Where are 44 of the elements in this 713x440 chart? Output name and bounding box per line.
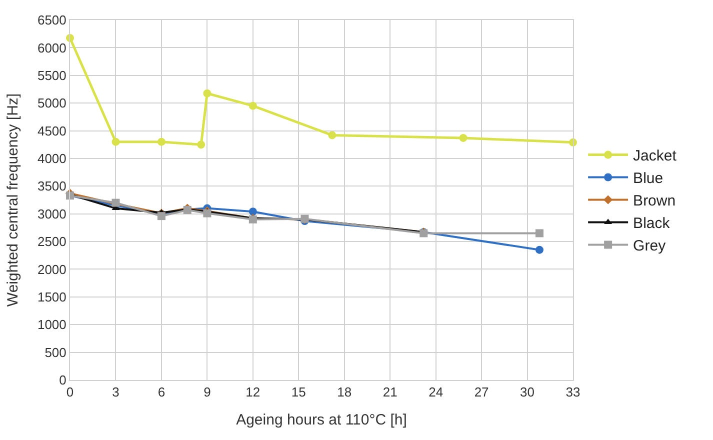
x-tick-label: 21 (382, 384, 398, 400)
y-tick-label: 2500 (37, 234, 66, 250)
point (112, 138, 120, 146)
point (197, 140, 206, 149)
x-axis-title: Ageing hours at 110°C [h] (236, 412, 407, 429)
x-tick-label: 30 (520, 384, 535, 400)
x-tick-label: 24 (428, 384, 444, 400)
point (157, 138, 166, 146)
y-tick-label: 2000 (37, 262, 66, 277)
x-tick-label: 9 (204, 384, 211, 400)
x-tick-label: 18 (337, 384, 352, 400)
x-tick-label: 6 (158, 384, 166, 400)
y-tick-label: 3000 (37, 206, 66, 222)
x-tick-label: 12 (246, 384, 260, 400)
y-tick-label: 1500 (37, 289, 66, 304)
x-tick-label: 27 (474, 384, 489, 400)
point (535, 246, 544, 254)
point (328, 131, 336, 140)
y-tick-label: 0 (59, 372, 66, 388)
point (459, 134, 468, 142)
legend-label: Blue (633, 170, 664, 188)
y-tick-label: 4000 (37, 151, 66, 166)
x-tick-label: 3 (112, 384, 120, 400)
y-axis-title: Weighted central frequency [Hz] (4, 93, 22, 307)
point (203, 209, 212, 218)
legend-label: Brown (633, 192, 676, 210)
point (248, 102, 257, 110)
legend-label: Black (633, 215, 670, 232)
y-tick-label: 6000 (37, 40, 66, 56)
y-tick-label: 6500 (37, 12, 66, 28)
point (203, 89, 212, 98)
y-tick-label: 1000 (37, 317, 66, 332)
x-tick-label: 15 (291, 384, 306, 400)
point (157, 212, 166, 220)
y-tick-label: 5500 (37, 68, 66, 83)
legend-label: Jacket (633, 148, 678, 165)
y-tick-label: 3500 (37, 178, 66, 194)
y-tick-label: 500 (44, 344, 66, 360)
y-tick-label: 5000 (37, 96, 66, 111)
x-tick-label: 33 (566, 384, 580, 400)
point (535, 229, 544, 238)
legend-label: Grey (633, 238, 666, 255)
point (248, 208, 257, 216)
y-tick-label: 4500 (37, 123, 66, 138)
